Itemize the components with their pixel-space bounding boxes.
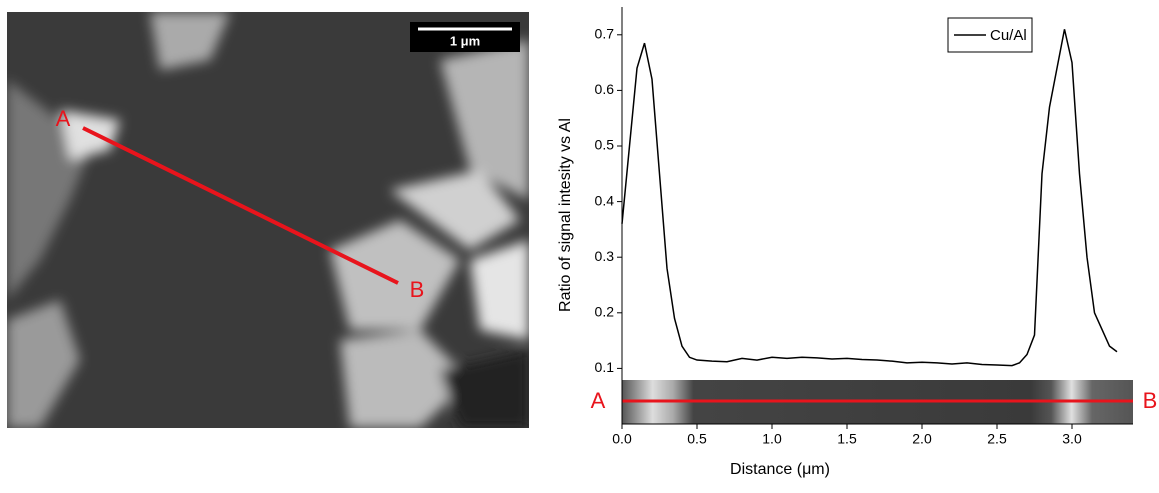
y-tick-label: 0.3 [595, 248, 615, 264]
scale-bar-box [410, 22, 520, 52]
profile-line [82, 126, 399, 285]
y-tick-label: 0.4 [595, 192, 615, 208]
point-label: A [56, 106, 71, 131]
x-tick-label: 1.5 [837, 431, 857, 447]
legend-label: Cu/Al [990, 27, 1027, 44]
x-tick-label: 0.0 [612, 431, 632, 447]
y-tick-label: 0.7 [595, 26, 615, 42]
x-tick-label: 2.0 [912, 431, 932, 447]
x-tick-label: 0.5 [687, 431, 707, 447]
y-tick-label: 0.6 [595, 81, 615, 97]
y-tick-label: 0.2 [595, 304, 615, 320]
data-line [621, 29, 1118, 367]
y-tick-label: 0.5 [595, 137, 615, 153]
x-tick-label: 3.0 [1062, 431, 1082, 447]
micrograph [7, 12, 529, 428]
y-axis-label: Ratio of signal intesity vs Al [557, 118, 574, 312]
point-label: B [1143, 388, 1158, 413]
point-label: B [410, 277, 425, 302]
point-label: A [591, 388, 606, 413]
x-tick-label: 1.0 [762, 431, 782, 447]
y-tick-label: 0.1 [595, 359, 615, 375]
x-axis-label: Distance (μm) [730, 461, 830, 478]
x-tick-label: 2.5 [987, 431, 1007, 447]
scale-bar-label: 1 μm [450, 33, 480, 48]
